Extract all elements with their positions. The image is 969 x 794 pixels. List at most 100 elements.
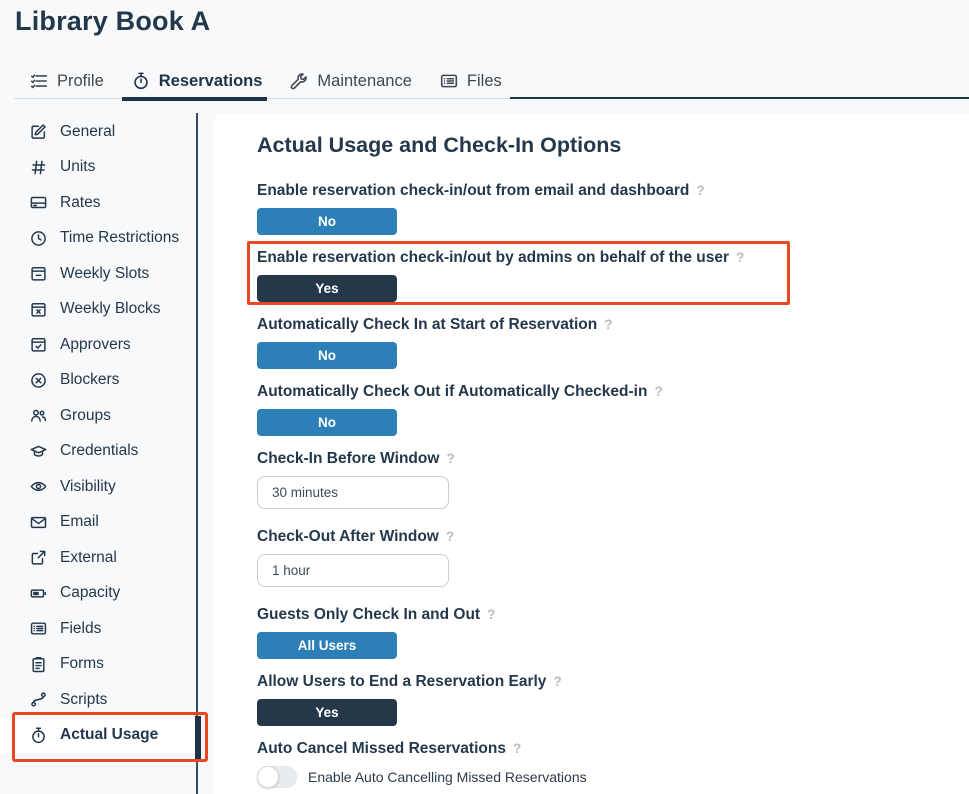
option-checkin-before-window: Check-In Before Window ? 30 minutes	[257, 450, 929, 509]
sidebar-item-time-restrictions[interactable]: Time Restrictions	[0, 221, 196, 257]
wrench-icon	[290, 72, 308, 90]
option-label: Allow Users to End a Reservation Early	[257, 673, 547, 690]
content-panel: Actual Usage and Check-In Options Enable…	[213, 113, 969, 794]
checkout-after-window-select[interactable]: 1 hour	[257, 554, 449, 587]
sidebar-item-label: Scripts	[60, 690, 108, 708]
branch-icon	[30, 691, 47, 708]
clipboard-icon	[30, 656, 47, 673]
sidebar-item-label: Rates	[60, 193, 101, 211]
calendar-check-icon	[30, 336, 47, 353]
envelope-icon	[30, 514, 47, 531]
toggle-knob	[257, 766, 279, 788]
help-icon[interactable]: ?	[696, 183, 705, 198]
sidebar-item-label: Approvers	[60, 335, 131, 353]
help-icon[interactable]: ?	[553, 674, 562, 689]
settings-sidebar: General Units Rates Time Restrictions We…	[0, 114, 196, 753]
toggle-button-checkin-email[interactable]: No	[257, 208, 397, 235]
option-auto-cancel: Auto Cancel Missed Reservations ? Enable…	[257, 740, 929, 788]
option-label: Check-Out After Window	[257, 528, 439, 545]
card-list-icon	[440, 72, 458, 90]
list-check-icon	[30, 72, 48, 90]
tab-profile[interactable]: Profile	[30, 72, 104, 91]
sidebar-item-label: Fields	[60, 619, 102, 637]
option-label: Check-In Before Window	[257, 450, 440, 467]
sidebar-item-label: Credentials	[60, 442, 139, 460]
external-link-icon	[30, 549, 47, 566]
tab-maintenance[interactable]: Maintenance	[290, 71, 412, 91]
checkin-before-window-select[interactable]: 30 minutes	[257, 476, 449, 509]
sidebar-item-label: Blockers	[60, 371, 120, 389]
mortarboard-icon	[30, 443, 47, 460]
auto-cancel-toggle[interactable]	[257, 766, 297, 788]
stopwatch-icon	[132, 72, 150, 90]
help-icon[interactable]: ?	[736, 250, 745, 265]
option-label: Auto Cancel Missed Reservations	[257, 740, 506, 757]
calendar-minus-icon	[30, 265, 47, 282]
option-checkin-by-admins: Enable reservation check-in/out by admin…	[247, 241, 929, 305]
toggle-button-end-early[interactable]: Yes	[257, 699, 397, 726]
toggle-button-checkin-admins[interactable]: Yes	[257, 275, 397, 302]
tab-bar: Profile Reservations Maintenance Files	[30, 64, 502, 98]
sidebar-item-rates[interactable]: Rates	[0, 185, 196, 221]
sidebar-divider	[196, 113, 198, 794]
option-label: Automatically Check Out if Automatically…	[257, 383, 648, 400]
toggle-button-guests-only[interactable]: All Users	[257, 632, 397, 659]
sidebar-item-label: Email	[60, 513, 99, 531]
option-end-early: Allow Users to End a Reservation Early ?…	[257, 673, 929, 726]
sidebar-item-label: Forms	[60, 655, 104, 673]
x-circle-icon	[30, 372, 47, 389]
sidebar-item-blockers[interactable]: Blockers	[0, 363, 196, 399]
option-label: Enable reservation check-in/out by admin…	[257, 249, 729, 266]
option-checkout-after-window: Check-Out After Window ? 1 hour	[257, 528, 929, 587]
pencil-square-icon	[30, 123, 47, 140]
sidebar-item-label: Weekly Blocks	[60, 300, 161, 318]
option-auto-checkin: Automatically Check In at Start of Reser…	[257, 316, 929, 369]
page-title: Library Book A	[15, 6, 211, 36]
credit-card-icon	[30, 194, 47, 211]
sidebar-item-email[interactable]: Email	[0, 505, 196, 541]
section-heading: Actual Usage and Check-In Options	[257, 133, 622, 157]
sidebar-item-label: Groups	[60, 406, 111, 424]
sidebar-item-weekly-blocks[interactable]: Weekly Blocks	[0, 292, 196, 328]
sidebar-item-label: General	[60, 122, 116, 140]
help-icon[interactable]: ?	[487, 607, 496, 622]
sidebar-item-units[interactable]: Units	[0, 150, 196, 186]
tab-label: Profile	[57, 71, 104, 90]
sidebar-item-label: Capacity	[60, 584, 121, 602]
sidebar-item-actual-usage[interactable]: Actual Usage	[0, 717, 196, 753]
toggle-button-auto-checkin[interactable]: No	[257, 342, 397, 369]
tab-files[interactable]: Files	[440, 72, 502, 91]
option-label: Enable reservation check-in/out from ema…	[257, 182, 690, 199]
help-icon[interactable]: ?	[512, 741, 522, 756]
option-checkin-email-dashboard: Enable reservation check-in/out from ema…	[257, 182, 929, 235]
tab-label: Maintenance	[317, 71, 412, 90]
active-tab-underline	[122, 97, 267, 101]
sidebar-item-general[interactable]: General	[0, 114, 196, 150]
help-icon[interactable]: ?	[445, 529, 455, 544]
sidebar-item-external[interactable]: External	[0, 540, 196, 576]
stopwatch-icon	[30, 727, 47, 744]
sidebar-item-fields[interactable]: Fields	[0, 611, 196, 647]
sidebar-item-label: Weekly Slots	[60, 264, 150, 282]
tab-label: Files	[466, 71, 502, 90]
card-list-icon	[30, 620, 47, 637]
sidebar-item-forms[interactable]: Forms	[0, 647, 196, 683]
help-icon[interactable]: ?	[654, 384, 663, 399]
sidebar-item-scripts[interactable]: Scripts	[0, 682, 196, 718]
help-icon[interactable]: ?	[446, 451, 455, 466]
toggle-button-auto-checkout[interactable]: No	[257, 409, 397, 436]
option-auto-checkout: Automatically Check Out if Automatically…	[257, 383, 929, 436]
battery-icon	[30, 585, 47, 602]
sidebar-item-approvers[interactable]: Approvers	[0, 327, 196, 363]
sidebar-item-credentials[interactable]: Credentials	[0, 434, 196, 470]
help-icon[interactable]: ?	[604, 317, 613, 332]
sidebar-item-capacity[interactable]: Capacity	[0, 576, 196, 612]
tab-reservations[interactable]: Reservations	[132, 72, 262, 91]
sidebar-item-weekly-slots[interactable]: Weekly Slots	[0, 256, 196, 292]
sidebar-item-visibility[interactable]: Visibility	[0, 469, 196, 505]
calendar-x-icon	[30, 301, 47, 318]
people-icon	[30, 407, 47, 424]
sidebar-item-groups[interactable]: Groups	[0, 398, 196, 434]
clock-icon	[30, 230, 47, 247]
hash-icon	[30, 159, 47, 176]
